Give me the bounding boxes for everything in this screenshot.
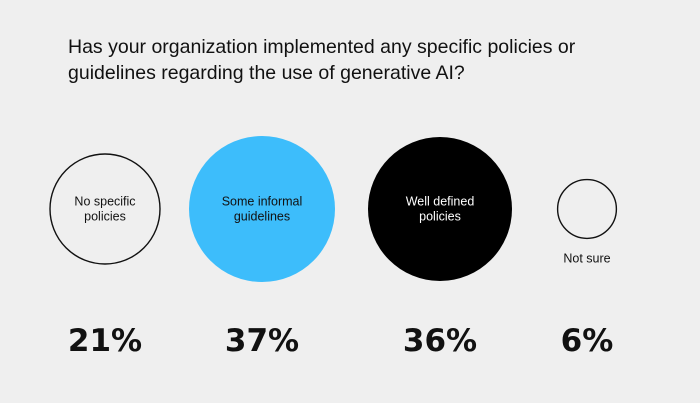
bubble-4 [556, 178, 618, 240]
value-label-1: 21% [68, 323, 142, 359]
bubble-3-label-line-2: policies [419, 210, 461, 224]
value-label-3: 36% [403, 323, 477, 359]
bubble-2-label-line-2: guidelines [234, 210, 290, 224]
chart-title-line-2: guidelines regarding the use of generati… [68, 62, 465, 84]
bubble-1-label-line-1: No specific [74, 195, 135, 209]
chart-title-line-1: Has your organization implemented any sp… [68, 36, 576, 58]
bubble-3 [367, 136, 513, 282]
bubble-4-label-line-1: Not sure [563, 251, 610, 265]
bubble-1-label-line-2: policies [84, 210, 126, 224]
bubble-2-label-line-1: Some informal [222, 195, 303, 209]
bubble-1 [49, 153, 161, 265]
value-label-2: 37% [225, 323, 299, 359]
bubble-2 [189, 136, 335, 282]
chart-title: Has your organization implemented any sp… [68, 34, 668, 86]
value-label-4: 6% [561, 323, 614, 359]
bubble-3-label-line-1: Well defined [406, 195, 475, 209]
